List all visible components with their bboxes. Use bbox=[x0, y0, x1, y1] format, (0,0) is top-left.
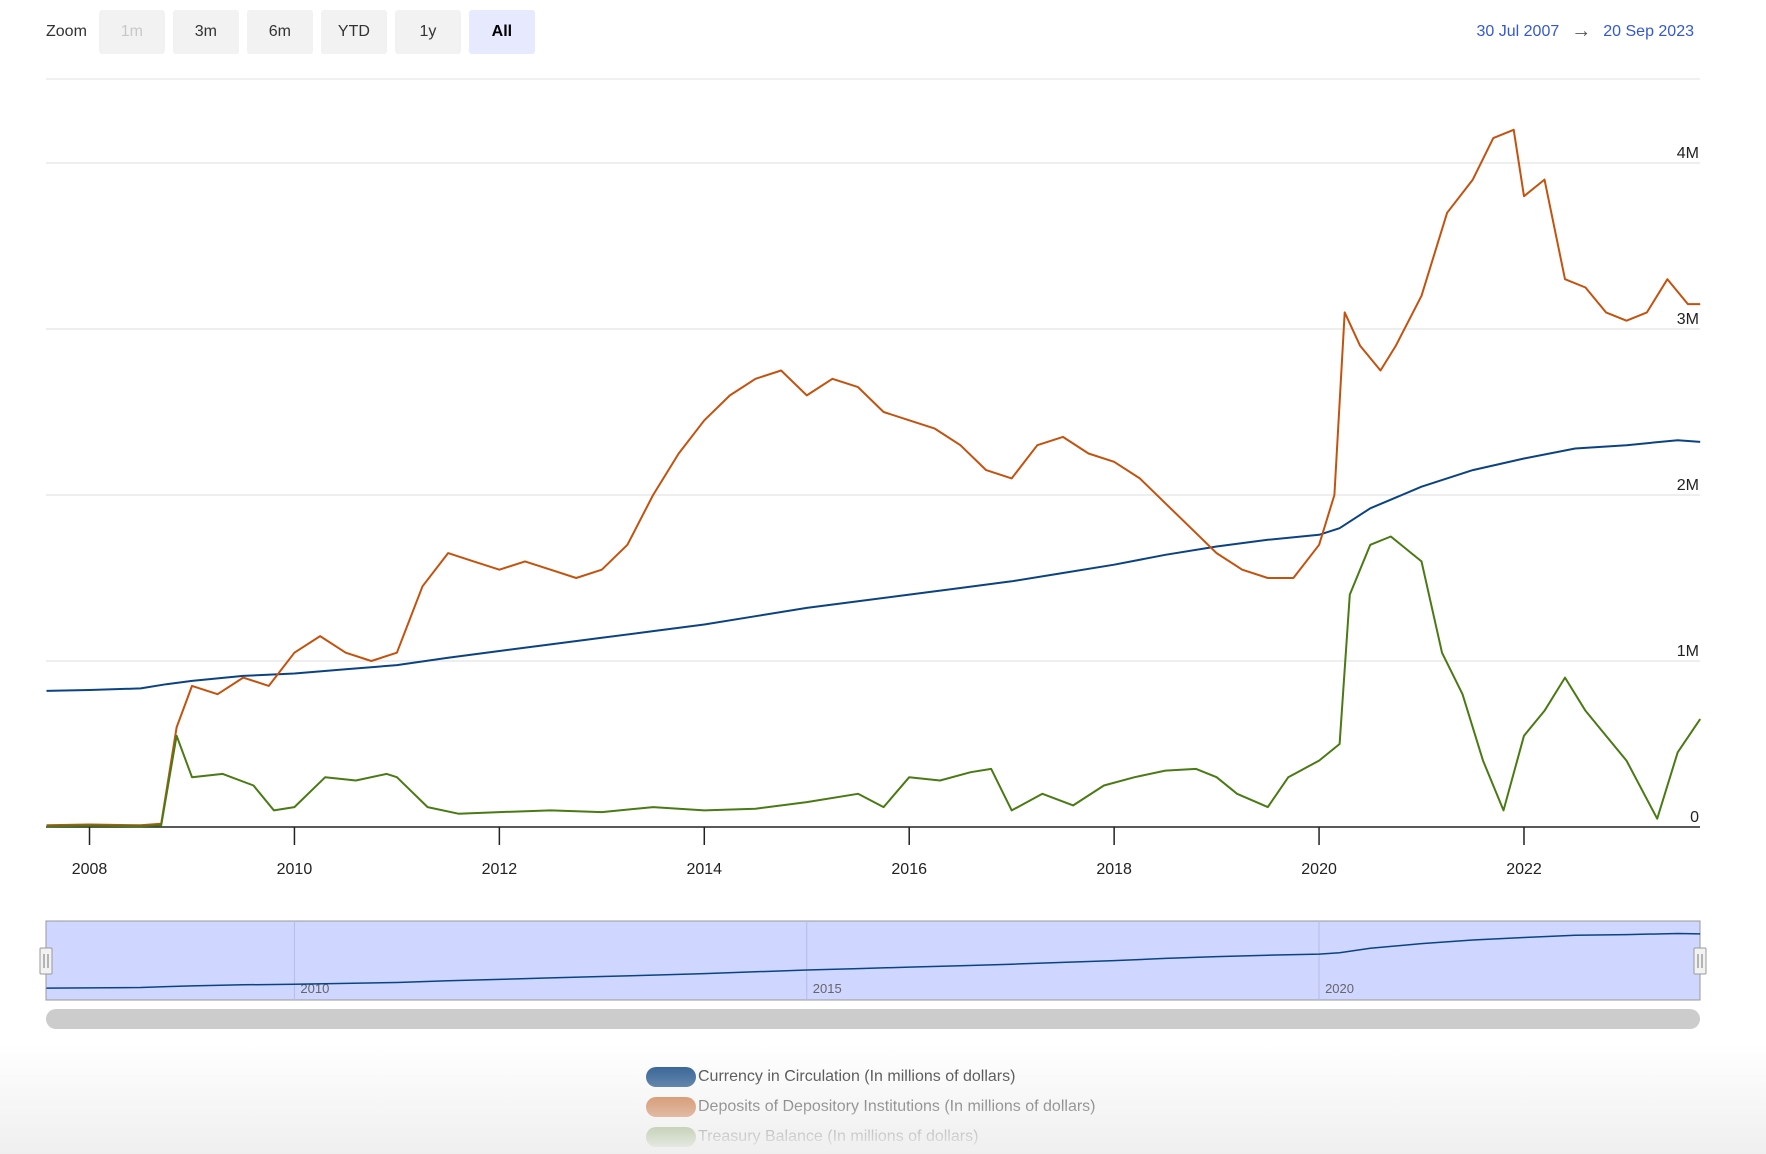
zoom-1y-button[interactable]: 1y bbox=[394, 10, 461, 54]
zoom-3m-button[interactable]: 3m bbox=[172, 10, 239, 54]
y-tick-label: 2M bbox=[1677, 477, 1699, 494]
legend-label-currency: Currency in Circulation (In millions of … bbox=[698, 1068, 1016, 1085]
x-tick-label: 2018 bbox=[1096, 861, 1132, 878]
range-to-date[interactable]: 20 Sep 2023 bbox=[1603, 22, 1694, 40]
plot-area[interactable] bbox=[46, 128, 1702, 828]
x-tick-label: 2022 bbox=[1506, 861, 1542, 878]
y-tick-label: 4M bbox=[1677, 145, 1699, 162]
zoom-label: Zoom bbox=[46, 23, 87, 40]
y-tick-label: 0 bbox=[1690, 809, 1699, 826]
legend-item-currency[interactable]: Currency in Circulation (In millions of … bbox=[646, 1062, 1096, 1092]
grid-lines bbox=[46, 78, 1700, 662]
navigator-right-handle[interactable] bbox=[1693, 947, 1707, 975]
navigator-series-line bbox=[46, 932, 1701, 989]
legend-label-deposits: Deposits of Depository Institutions (In … bbox=[698, 1098, 1096, 1115]
navigator-left-handle[interactable] bbox=[39, 947, 53, 975]
series-line-deposits[interactable] bbox=[46, 128, 1701, 827]
series-line-currency[interactable] bbox=[46, 439, 1701, 692]
x-tick-label: 2014 bbox=[686, 861, 722, 878]
y-tick-label: 1M bbox=[1677, 643, 1699, 660]
navigator-scrollbar[interactable] bbox=[46, 1009, 1700, 1029]
y-tick-label: 3M bbox=[1677, 311, 1699, 328]
series-line-treasury[interactable] bbox=[46, 535, 1702, 828]
legend-item-treasury[interactable]: Treasury Balance (In millions of dollars… bbox=[646, 1122, 1096, 1152]
legend-item-deposits[interactable]: Deposits of Depository Institutions (In … bbox=[646, 1092, 1096, 1122]
navigator-tick-label: 2020 bbox=[1325, 981, 1354, 996]
x-tick-label: 2010 bbox=[277, 861, 313, 878]
x-axis: 2008 2010 2012 2014 2016 2018 2020 2022 bbox=[46, 826, 1700, 878]
x-tick-label: 2020 bbox=[1301, 861, 1337, 878]
legend-swatch-deposits bbox=[646, 1097, 696, 1117]
legend: Currency in Circulation (In millions of … bbox=[646, 1062, 1096, 1152]
legend-label-treasury: Treasury Balance (In millions of dollars… bbox=[698, 1128, 979, 1145]
zoom-6m-button[interactable]: 6m bbox=[246, 10, 313, 54]
range-from-date[interactable]: 30 Jul 2007 bbox=[1476, 22, 1560, 40]
zoom-toolbar: Zoom 1m 3m 6m YTD 1y All bbox=[46, 10, 535, 54]
handle-body[interactable] bbox=[39, 947, 53, 975]
x-tick-label: 2008 bbox=[72, 861, 108, 878]
zoom-ytd-button[interactable]: YTD bbox=[320, 10, 387, 54]
x-tick-label: 2016 bbox=[891, 861, 927, 878]
zoom-all-button[interactable]: All bbox=[468, 10, 535, 54]
legend-swatch-currency bbox=[646, 1067, 696, 1087]
navigator-tick-label: 2015 bbox=[813, 981, 842, 996]
date-range: 30 Jul 2007 → 20 Sep 2023 bbox=[1477, 20, 1694, 43]
navigator-selection[interactable] bbox=[45, 920, 1701, 1001]
range-arrow: → bbox=[1571, 20, 1592, 42]
x-tick-label: 2012 bbox=[482, 861, 518, 878]
zoom-1m-button[interactable]: 1m bbox=[98, 10, 165, 54]
y-axis-labels: 0 1M 2M 3M 4M bbox=[1677, 145, 1699, 826]
navigator[interactable]: 2010 2015 2020 bbox=[39, 920, 1707, 1029]
handle-body[interactable] bbox=[1693, 947, 1707, 975]
legend-swatch-treasury bbox=[646, 1127, 696, 1147]
